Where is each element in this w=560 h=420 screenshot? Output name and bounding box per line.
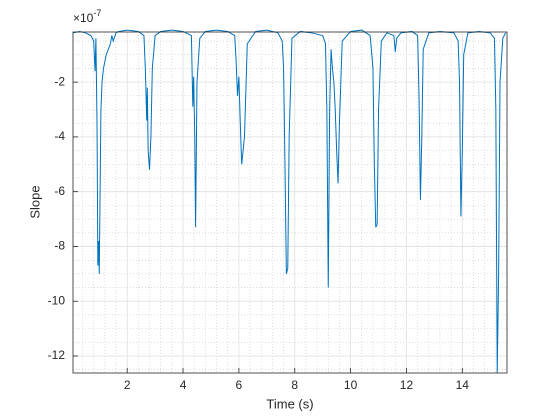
exponent-base: ×10 xyxy=(73,11,94,25)
x-axis-label: Time (s) xyxy=(266,396,313,411)
exponent-label: ×10-7 xyxy=(73,8,101,25)
y-tick-label: -8 xyxy=(54,239,65,253)
axes-box xyxy=(72,31,508,374)
x-tick-label: 8 xyxy=(291,378,298,392)
y-tick-label: -10 xyxy=(48,293,66,307)
x-tick-label: 10 xyxy=(344,378,358,392)
x-tick-label: 14 xyxy=(456,378,470,392)
exponent-power: -7 xyxy=(93,8,101,18)
y-axis-label: Slope xyxy=(27,185,42,218)
x-tick-label: 4 xyxy=(180,378,187,392)
y-tick-label: -12 xyxy=(48,348,66,362)
y-tick-label: -4 xyxy=(54,129,65,143)
data-line xyxy=(72,29,507,373)
x-tick-label: 6 xyxy=(236,378,243,392)
y-tick-label: -2 xyxy=(54,74,65,88)
plot-area xyxy=(73,32,507,373)
y-tick-label: -6 xyxy=(54,184,65,198)
x-tick-label: 2 xyxy=(124,378,131,392)
x-tick-label: 12 xyxy=(400,378,414,392)
